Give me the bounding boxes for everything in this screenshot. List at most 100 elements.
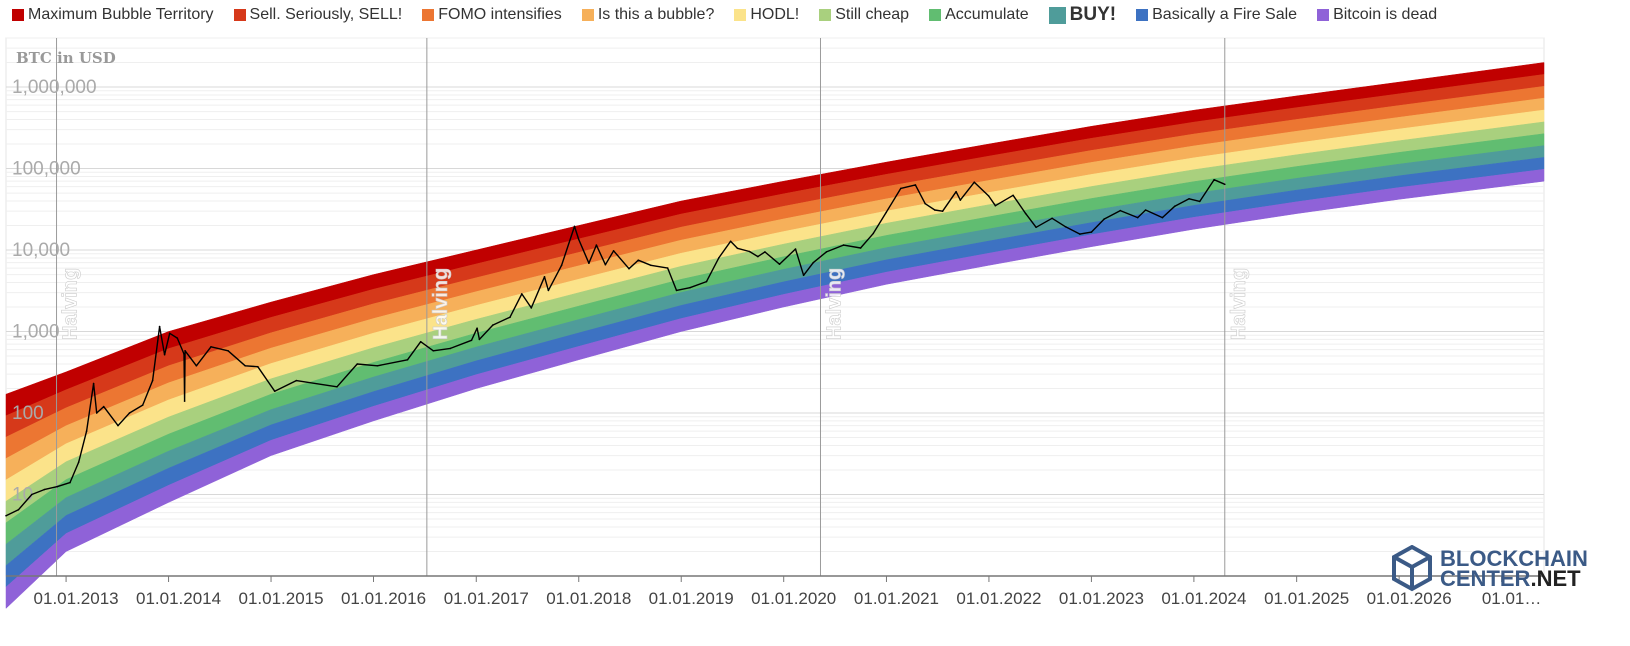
legend-item-9[interactable]: Bitcoin is dead	[1317, 6, 1437, 24]
legend-label: Bitcoin is dead	[1333, 6, 1438, 23]
price-point	[794, 248, 797, 250]
x-tick-label: 01.01…	[1482, 589, 1542, 608]
price-point	[117, 424, 119, 427]
price-point	[955, 190, 957, 193]
legend-swatch	[581, 9, 594, 21]
price-point	[543, 276, 546, 278]
price-point	[257, 365, 259, 368]
legend-swatch	[12, 9, 24, 21]
price-point	[5, 514, 7, 517]
legend-label: FOMO intensifies	[438, 6, 562, 23]
price-point	[859, 247, 862, 249]
rainbow-chart: Halving Halving Halving Halving 101001,0001…	[5, 37, 1545, 609]
price-point	[43, 488, 45, 491]
legend-label: Is this a bubble?	[597, 6, 715, 23]
price-point	[176, 337, 179, 339]
halving-label: Halving	[823, 268, 845, 340]
legend-swatch	[233, 9, 246, 21]
price-point	[183, 400, 186, 402]
y-tick-label: 10	[12, 485, 33, 506]
price-point	[85, 430, 88, 432]
x-tick-label: 01.01.2026	[1367, 589, 1452, 608]
price-point	[102, 405, 105, 408]
price-point	[492, 324, 494, 326]
legend-item-1[interactable]: Sell. Seriously, SELL!	[233, 6, 403, 24]
legend-item-5[interactable]: Still cheap	[819, 6, 909, 24]
legend-item-7[interactable]: BUY!	[1048, 4, 1116, 26]
price-point	[1064, 226, 1067, 228]
price-point	[959, 199, 962, 201]
price-point	[69, 481, 71, 484]
x-tick-label: 01.01.2017	[444, 589, 529, 608]
halving-label: Halving	[60, 268, 82, 340]
legend-item-6[interactable]: Accumulate	[929, 6, 1029, 24]
price-point	[1119, 209, 1122, 212]
price-series	[5, 178, 1226, 517]
legend-item-3[interactable]: Is this a bubble?	[581, 6, 715, 24]
price-point	[1213, 178, 1215, 181]
price-point	[1161, 216, 1164, 219]
price-point	[718, 257, 720, 259]
legend-label: Sell. Seriously, SELL!	[249, 6, 403, 23]
price-point	[1224, 183, 1226, 186]
price-point	[973, 181, 976, 183]
x-tick-label: 01.01.2019	[649, 589, 734, 608]
rainbow-bands	[5, 62, 1545, 609]
price-point	[547, 289, 550, 292]
legend-swatch	[819, 9, 832, 21]
price-point	[914, 184, 917, 186]
price-point	[128, 412, 131, 414]
price-point	[158, 325, 161, 328]
price-point	[184, 350, 186, 352]
legend-swatch	[1317, 9, 1330, 21]
logo-text: BLOCKCHAIN CENTER.NET	[1440, 546, 1588, 591]
price-point	[577, 238, 580, 241]
price-point	[987, 195, 990, 197]
price-point	[244, 365, 246, 367]
x-tick-label: 01.01.2024	[1161, 589, 1246, 608]
price-point	[1090, 231, 1093, 233]
x-tick-label: 01.01.2013	[34, 589, 119, 608]
price-point	[521, 293, 523, 295]
y-tick-label: 100,000	[12, 159, 81, 180]
price-point	[1144, 209, 1147, 211]
price-point	[1012, 194, 1014, 197]
price-point	[900, 187, 902, 190]
price-point	[163, 353, 166, 356]
x-tick-label: 01.01.2025	[1264, 589, 1349, 608]
price-point	[227, 350, 229, 352]
x-tick-label: 01.01.2016	[341, 589, 426, 608]
price-point	[432, 350, 435, 352]
legend-item-4[interactable]: HODL!	[734, 6, 799, 24]
price-point	[210, 346, 212, 348]
legend-label: Accumulate	[945, 6, 1029, 23]
price-point	[842, 244, 845, 246]
price-point	[612, 250, 615, 252]
price-point	[92, 382, 95, 385]
price-point	[141, 404, 144, 406]
x-tick-label: 01.01.2020	[751, 589, 836, 608]
price-point	[872, 232, 875, 235]
price-point	[595, 244, 598, 246]
legend-item-8[interactable]: Basically a Fire Sale	[1136, 6, 1297, 24]
price-point	[637, 259, 640, 261]
price-point	[273, 390, 276, 393]
price-point	[356, 363, 359, 365]
price-point	[994, 204, 997, 207]
price-point	[825, 251, 828, 253]
x-tick-label: 01.01.2014	[136, 589, 221, 608]
price-point	[729, 240, 732, 243]
price-point	[666, 267, 669, 269]
legend-item-0[interactable]: Maximum Bubble Territory	[12, 6, 214, 24]
price-point	[509, 316, 511, 319]
halving-label: Halving	[430, 268, 452, 340]
x-axis-ticks: 01.01.2013 01.01.2014 01.01.2015 01.01.2016…	[6, 575, 1544, 608]
legend-item-2[interactable]: FOMO intensifies	[422, 6, 562, 24]
price-point	[736, 247, 739, 250]
price-point	[449, 347, 452, 350]
price-point	[1051, 217, 1053, 220]
price-point	[1079, 233, 1081, 235]
price-point	[675, 289, 678, 292]
price-point	[478, 338, 481, 341]
price-point	[573, 225, 576, 228]
